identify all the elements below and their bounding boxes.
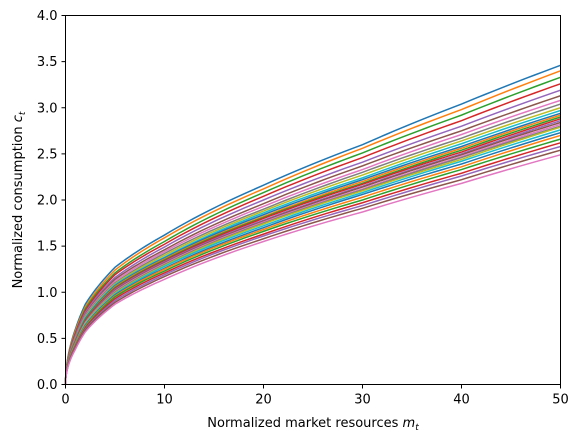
y-tick-label: 0.5 <box>37 332 58 347</box>
y-axis-label: Normalized consumption ct <box>11 111 28 288</box>
y-tick-label: 0.0 <box>37 378 58 393</box>
y-tick-label: 1.5 <box>37 240 58 255</box>
y-tick-label: 2.5 <box>37 147 58 162</box>
x-axis-label: Normalized market resources mt <box>207 416 419 433</box>
y-tick-label: 1.0 <box>37 286 58 301</box>
y-tick-label: 4.0 <box>37 9 58 24</box>
axis-ticks: 0 10 20 30 40 50 0.0 0.5 1.0 1.5 2.0 2.5 3.0 3.5 4.0 <box>37 9 569 408</box>
series-lines <box>64 64 561 385</box>
x-tick-label: 50 <box>552 393 569 408</box>
y-tick-label: 2.0 <box>37 194 58 209</box>
x-tick-label: 0 <box>61 393 69 408</box>
series-line-1 <box>64 64 561 385</box>
x-tick-label: 20 <box>255 393 272 408</box>
x-tick-label: 30 <box>354 393 371 408</box>
x-tick-label: 40 <box>453 393 470 408</box>
x-tick-label: 10 <box>156 393 173 408</box>
y-tick-label: 3.5 <box>37 55 58 70</box>
series-line-27 <box>64 154 561 385</box>
y-tick-label: 3.0 <box>37 101 58 116</box>
